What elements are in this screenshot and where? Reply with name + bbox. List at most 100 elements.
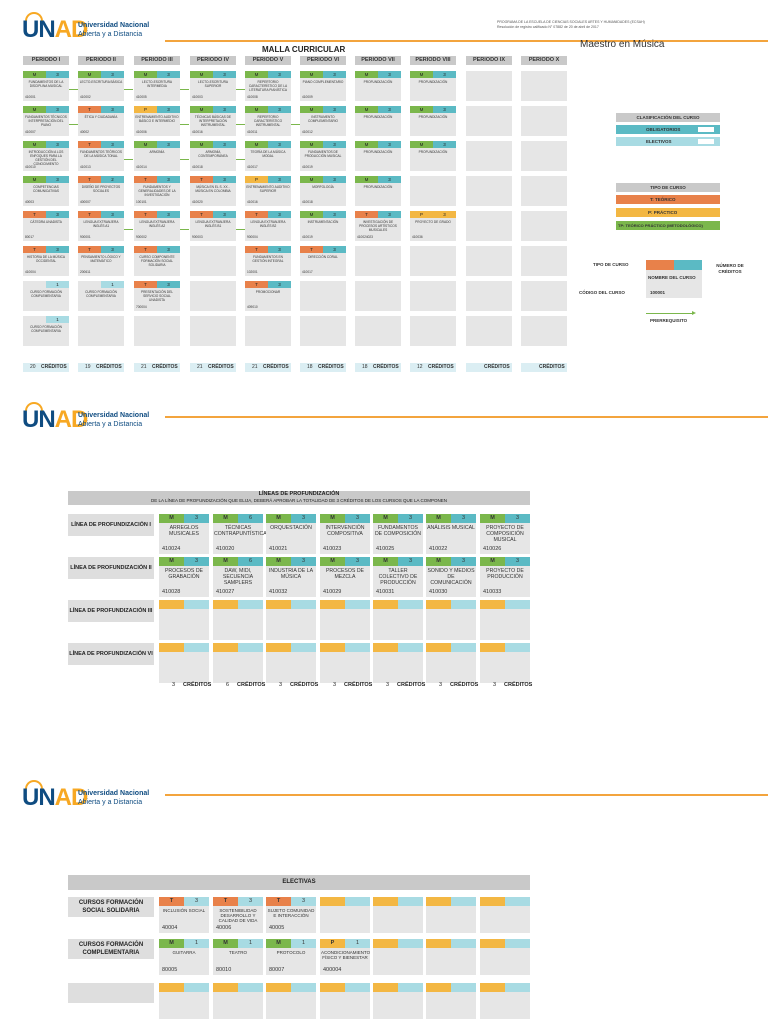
course-cell[interactable]: M 3 INSTRUMENTACIÓN 410019 xyxy=(300,211,346,241)
electiva-course-cell[interactable]: M 1 PROTOCOLO 80007 xyxy=(266,939,316,975)
line-course-cell[interactable] xyxy=(320,600,370,640)
course-cell[interactable]: 1 CURSO FORMACIÓN COMPLEMENTARIA xyxy=(23,316,69,346)
course-cell[interactable] xyxy=(190,246,236,276)
line-course-cell[interactable]: M 3 PROYECTO DE PRODUCCIÓN 410033 xyxy=(480,557,530,597)
line-course-cell[interactable]: M 3 PROYECTO DE COMPOSICIÓN MUSICAL 410026 xyxy=(480,514,530,554)
line-course-cell[interactable]: M 3 ANÁLISIS MUSICAL 410022 xyxy=(426,514,476,554)
course-cell[interactable] xyxy=(300,316,346,346)
course-cell[interactable]: M 3 ARMONÍA CONTEMPORÁNEA 410018 xyxy=(190,141,236,171)
line-course-cell[interactable] xyxy=(373,643,423,683)
line-course-cell[interactable] xyxy=(320,643,370,683)
course-cell[interactable] xyxy=(410,316,456,346)
line-course-cell[interactable] xyxy=(266,600,316,640)
course-cell[interactable]: M 3 PROFUNDIZACIÓN xyxy=(355,71,401,101)
course-cell[interactable]: T 3 PRESENTACIÓN DEL SERVICIO SOCIAL UNADI… xyxy=(134,281,180,311)
course-cell[interactable] xyxy=(355,246,401,276)
course-cell[interactable]: M 3 INSTRUMENTO COMPLEMENTARIO 410012 xyxy=(300,106,346,136)
course-cell[interactable] xyxy=(521,211,567,241)
course-cell[interactable]: M 3 PROFUNDIZACIÓN xyxy=(410,71,456,101)
electiva-course-cell[interactable]: M 1 TEATRO 80010 xyxy=(213,939,263,975)
course-cell[interactable]: M 3 PROFUNDIZACIÓN xyxy=(355,176,401,206)
line-course-cell[interactable] xyxy=(480,600,530,640)
course-cell[interactable]: M 3 COMPETENCIAS COMUNICATIVAS 40003 xyxy=(23,176,69,206)
electiva-course-cell[interactable] xyxy=(426,897,476,933)
line-course-cell[interactable]: M 6 TÉCNICAS CONTRAPUNTÍSTICAS 410020 xyxy=(213,514,270,554)
course-cell[interactable] xyxy=(355,316,401,346)
course-cell[interactable]: P 3 PROYECTO DE GRADO 410036 xyxy=(410,211,456,241)
course-cell[interactable] xyxy=(466,176,512,206)
electiva-course-cell[interactable] xyxy=(320,983,370,1019)
course-cell[interactable]: M 3 LECTO-ESCRITURA SUPERIOR 410003 xyxy=(190,71,236,101)
course-cell[interactable]: M 3 TÉCNICAS BÁSICAS DE INTERPRETACIÓN INS… xyxy=(190,106,236,136)
course-cell[interactable]: M 3 ARMONÍA 410014 xyxy=(134,141,180,171)
course-cell[interactable]: T 3 PENSAMIENTO LÓGICO Y MATEMÁTICO 200611 xyxy=(78,246,124,276)
line-course-cell[interactable]: M 3 PROCESOS DE MEZCLA 410029 xyxy=(320,557,370,597)
course-cell[interactable]: T 3 FUNDAMENTOS TEÓRICOS DE LA MÚSICA TONA… xyxy=(78,141,124,171)
course-cell[interactable] xyxy=(466,316,512,346)
course-cell[interactable]: M 3 LECTO-ESCRITURA INTERMEDIA 410005 xyxy=(134,71,180,101)
course-cell[interactable]: M 3 PROFUNDIZACIÓN xyxy=(355,141,401,171)
course-cell[interactable] xyxy=(410,176,456,206)
line-course-cell[interactable] xyxy=(266,643,316,683)
course-cell[interactable]: M 3 FUNDAMENTOS DE LA DISCIPLINA MUSICAL 41… xyxy=(23,71,69,101)
electiva-course-cell[interactable] xyxy=(159,983,209,1019)
course-cell[interactable]: T 3 HISTORIA DE LA MÚSICA OCCIDENTAL 410004 xyxy=(23,246,69,276)
course-cell[interactable]: M 3 PROFUNDIZACIÓN xyxy=(355,106,401,136)
course-cell[interactable] xyxy=(521,141,567,171)
electiva-course-cell[interactable] xyxy=(373,939,423,975)
line-course-cell[interactable] xyxy=(480,643,530,683)
course-cell[interactable]: T 2 DISEÑO DE PROYECTOS SOCIALES 400007 xyxy=(78,176,124,206)
course-cell[interactable]: P 3 ENTRENAMIENTO AUDITIVO SUPERIOR 410016 xyxy=(245,176,291,206)
course-cell[interactable]: M 3 PIANO COMPLEMENTARIO 410009 xyxy=(300,71,346,101)
line-course-cell[interactable] xyxy=(373,600,423,640)
course-cell[interactable] xyxy=(410,281,456,311)
electiva-course-cell[interactable] xyxy=(213,983,263,1019)
electiva-course-cell[interactable] xyxy=(480,897,530,933)
course-cell[interactable] xyxy=(245,316,291,346)
line-course-cell[interactable] xyxy=(159,643,209,683)
course-cell[interactable] xyxy=(355,281,401,311)
electiva-course-cell[interactable]: M 1 GUITARRA 80005 xyxy=(159,939,209,975)
course-cell[interactable]: 1 CURSO FORMACIÓN COMPLEMENTARIA xyxy=(23,281,69,311)
course-cell[interactable] xyxy=(466,71,512,101)
line-course-cell[interactable]: M 3 ORQUESTACIÓN 410021 xyxy=(266,514,316,554)
course-cell[interactable] xyxy=(134,316,180,346)
course-cell[interactable] xyxy=(466,211,512,241)
course-cell[interactable]: M 3 MORFOLOGÍA 410018 xyxy=(300,176,346,206)
electiva-course-cell[interactable]: T 3 SUJETO COMUNIDAD E INTERACCIÓN 40005 xyxy=(266,897,316,933)
electiva-course-cell[interactable]: T 3 SOSTENIBILIDAD DESARROLLO Y CALIDAD DE… xyxy=(213,897,263,933)
course-cell[interactable] xyxy=(300,281,346,311)
electiva-course-cell[interactable] xyxy=(373,897,423,933)
course-cell[interactable] xyxy=(466,246,512,276)
course-cell[interactable]: T 3 LENGUA EXTRANJERA INGLÉS B2 900004 xyxy=(245,211,291,241)
line-course-cell[interactable] xyxy=(213,600,263,640)
line-course-cell[interactable] xyxy=(213,643,263,683)
electiva-course-cell[interactable] xyxy=(320,897,370,933)
course-cell[interactable] xyxy=(190,281,236,311)
course-cell[interactable]: M 3 REPERTORIO CARACTERÍSTICO DE LA LITERA… xyxy=(245,71,291,101)
course-cell[interactable] xyxy=(190,316,236,346)
course-cell[interactable]: T 3 CÁTEDRA UNADISTA 80017 xyxy=(23,211,69,241)
line-course-cell[interactable]: M 3 PROCESOS DE GRABACIÓN 410028 xyxy=(159,557,209,597)
line-course-cell[interactable]: M 3 INDUSTRIA DE LA MÚSICA 410032 xyxy=(266,557,316,597)
line-course-cell[interactable]: M 3 TALLER COLECTIVO DE PRODUCCIÓN 410031 xyxy=(373,557,423,597)
course-cell[interactable]: T 3 PROMOCIONAR 409010 xyxy=(245,281,291,311)
line-course-cell[interactable] xyxy=(159,600,209,640)
electiva-course-cell[interactable] xyxy=(480,939,530,975)
course-cell[interactable]: M 3 FUNDAMENTOS DE PRODUCCIÓN MUSICAL 41001… xyxy=(300,141,346,171)
course-cell[interactable]: M 3 TEORÍA DE LA MÚSICA MODAL 410017 xyxy=(245,141,291,171)
course-cell[interactable]: M 3 INTRODUCCIÓN A LOS ENFOQUES PARA LA GE… xyxy=(23,141,69,171)
electiva-course-cell[interactable] xyxy=(480,983,530,1019)
course-cell[interactable]: T 3 FUNDAMENTOS EN GESTIÓN INTEGRAL 102001 xyxy=(245,246,291,276)
electiva-course-cell[interactable] xyxy=(266,983,316,1019)
course-cell[interactable] xyxy=(466,281,512,311)
course-cell[interactable] xyxy=(521,246,567,276)
electiva-course-cell[interactable] xyxy=(426,939,476,975)
line-course-cell[interactable]: M 3 FUNDAMENTOS DE COMPOSICIÓN 410025 xyxy=(373,514,423,554)
course-cell[interactable]: P 3 ENTRENAMIENTO AUDITIVO BÁSICO E INTERM… xyxy=(134,106,180,136)
course-cell[interactable] xyxy=(521,316,567,346)
course-cell[interactable]: T 3 FUNDAMENTOS Y GENERALIDADES DE LA INVE… xyxy=(134,176,180,206)
course-cell[interactable]: M 3 REPERTORIO CARACTERÍSTICO INSTRUMENTAL… xyxy=(245,106,291,136)
course-cell[interactable]: M 3 LECTO-ESCRITURA BÁSICA 410002 xyxy=(78,71,124,101)
course-cell[interactable]: T 3 DIRECCIÓN CORAL 410017 xyxy=(300,246,346,276)
